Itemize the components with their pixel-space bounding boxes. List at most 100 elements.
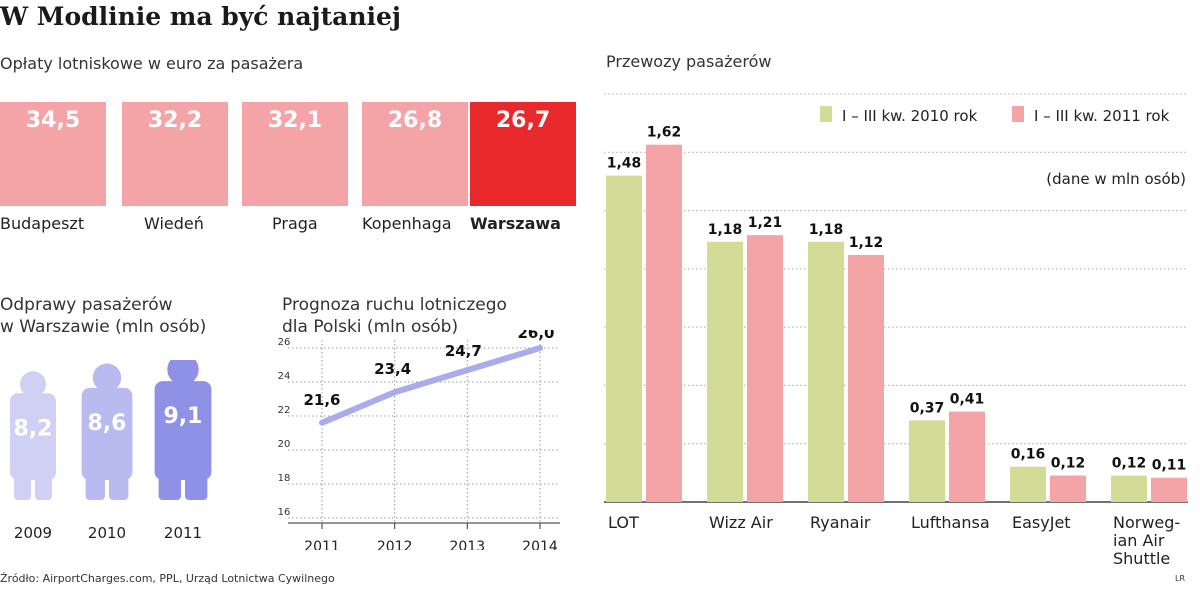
legend-label: I – III kw. 2010 rok [842, 107, 978, 125]
checkins-chart: 8,2 2009 8,6 2010 9,1 2011 [10, 360, 212, 542]
checkins-value-label: 8,6 [88, 411, 127, 436]
source-note: Źródło: AirportCharges.com, PPL, Urząd L… [0, 572, 335, 585]
forecast-xtick-label: 2013 [450, 539, 486, 550]
carrier-category-label: Norweg- [1113, 513, 1180, 532]
person-torso [10, 393, 56, 480]
person-leg [14, 460, 31, 500]
fee-value-label: 32,1 [267, 108, 323, 133]
carrier-bar-norweg-ian-air-shuttle-2011 [1151, 477, 1187, 502]
forecast-value-label: 21,6 [303, 391, 340, 409]
fee-city-label-warszawa: Warszawa [470, 214, 561, 233]
forecast-point [393, 391, 396, 394]
person-icon [10, 371, 56, 500]
person-leg [185, 460, 208, 500]
carrier-category-label: Shuttle [1113, 549, 1170, 568]
person-icon [154, 360, 212, 500]
carrier-bar-lot-2010 [606, 175, 642, 502]
person-leg [35, 460, 52, 500]
carrier-bar-wizz-air-2011 [747, 235, 783, 503]
checkins-title-line-1: Odprawy pasażerów [0, 295, 173, 315]
forecast-ytick-label: 26 [278, 337, 291, 348]
forecast-series-line [319, 345, 543, 426]
forecast-xtick-label: 2012 [377, 539, 413, 550]
person-icon [81, 363, 133, 500]
forecast-chart: 16 18 20 22 24 26 2011 2012 2013 2014 21,6 23,4 24,7… [278, 330, 560, 550]
person-head [167, 360, 199, 386]
forecast-title-line-2: dla Polski (mln osób) [282, 317, 459, 337]
fee-value-label: 26,7 [495, 108, 551, 133]
carrier-bar-ryanair-2010 [808, 241, 844, 503]
fee-box-praga: 32,1 [242, 102, 348, 206]
checkins-year-label: 2010 [88, 524, 126, 542]
checkins-value-label: 8,2 [14, 416, 53, 441]
carrier-value-label: 1,62 [647, 125, 682, 141]
carrier-value-label: 0,37 [910, 400, 945, 416]
carrier-bar-easyjet-2010 [1010, 466, 1046, 502]
carrier-bar-lufthansa-2010 [909, 420, 945, 502]
fee-city-label-praga: Praga [272, 214, 318, 233]
forecast-point [539, 347, 541, 349]
carrier-value-label: 0,12 [1051, 456, 1086, 472]
forecast-value-label: 24,7 [445, 342, 482, 360]
carrier-value-label: 0,11 [1152, 458, 1187, 474]
carrier-value-label: 1,12 [849, 235, 884, 251]
fee-city-label-kopenhaga: Kopenhaga [362, 214, 452, 233]
fee-city-label-wiede: Wiedeń [144, 214, 204, 233]
person-torso [81, 387, 133, 480]
author-initials: LR [1175, 574, 1186, 583]
carrier-value-label: 1,18 [708, 222, 743, 238]
carrier-bar-lot-2011 [646, 144, 682, 502]
person-head [20, 371, 46, 398]
fee-value-label: 32,2 [147, 108, 203, 133]
carrier-value-label: 0,12 [1112, 456, 1147, 472]
checkins-chart-title: Odprawy pasażerów w Warszawie (mln osób) [0, 294, 206, 338]
fee-value-label: 26,8 [387, 108, 443, 133]
legend-swatch [1012, 106, 1024, 122]
carrier-value-label: 0,41 [950, 392, 985, 408]
fee-box-kopenhaga: 26,8 [362, 102, 468, 206]
person-head [92, 363, 122, 392]
forecast-value-label: 23,4 [374, 360, 411, 378]
carrier-bar-lufthansa-2011 [949, 411, 985, 502]
person-leg [109, 460, 129, 500]
forecast-value-label: 26,0 [517, 330, 554, 342]
legend-swatch [820, 106, 832, 122]
carrier-value-label: 1,18 [809, 222, 844, 238]
carrier-category-label: Lufthansa [911, 513, 990, 532]
person-leg [85, 460, 105, 500]
forecast-ytick-label: 22 [278, 405, 291, 416]
forecast-ytick-label: 16 [278, 507, 291, 518]
person-torso [154, 381, 212, 480]
person-leg [158, 460, 181, 500]
fee-city-label-budapeszt: Budapeszt [0, 214, 85, 233]
carrier-category-label: EasyJet [1012, 513, 1071, 532]
fees-chart-title: Opłaty lotniskowe w euro za pasażera [0, 54, 304, 73]
forecast-xtick-label: 2011 [304, 539, 340, 550]
fee-value-label: 34,5 [25, 108, 81, 133]
carrier-value-label: 1,48 [607, 156, 642, 172]
carrier-category-label: Wizz Air [709, 513, 773, 532]
forecast-title-line-1: Prognoza ruchu lotniczego [282, 295, 507, 315]
carrier-value-label: 0,16 [1011, 447, 1046, 463]
forecast-xtick-label: 2014 [522, 539, 558, 550]
forecast-point [321, 421, 323, 424]
carriers-chart: I – III kw. 2010 rok I – III kw. 2011 rok… [604, 93, 1188, 568]
carrier-category-label: ian Air [1113, 531, 1165, 550]
carrier-value-label: 1,21 [748, 215, 783, 231]
forecast-ytick-label: 24 [278, 371, 291, 382]
carrier-bar-ryanair-2011 [848, 254, 884, 502]
forecast-point [466, 369, 469, 372]
fee-box-budapeszt: 34,5 [0, 102, 106, 206]
checkins-year-label: 2009 [14, 524, 52, 542]
checkins-title-line-2: w Warszawie (mln osób) [0, 317, 207, 337]
carrier-bar-wizz-air-2010 [707, 241, 743, 503]
forecast-chart-title: Prognoza ruchu lotniczego dla Polski (ml… [282, 294, 507, 338]
carrier-category-label: LOT [608, 513, 639, 532]
fee-box-warszawa: 26,7 [470, 102, 576, 206]
forecast-ytick-label: 20 [278, 439, 291, 450]
carriers-chart-title: Przewozy pasażerów [606, 52, 772, 71]
legend-label: I – III kw. 2011 rok [1034, 107, 1170, 125]
fee-box-wiede: 32,2 [122, 102, 228, 206]
checkins-value-label: 9,1 [164, 404, 203, 429]
carrier-bar-easyjet-2011 [1050, 475, 1086, 502]
